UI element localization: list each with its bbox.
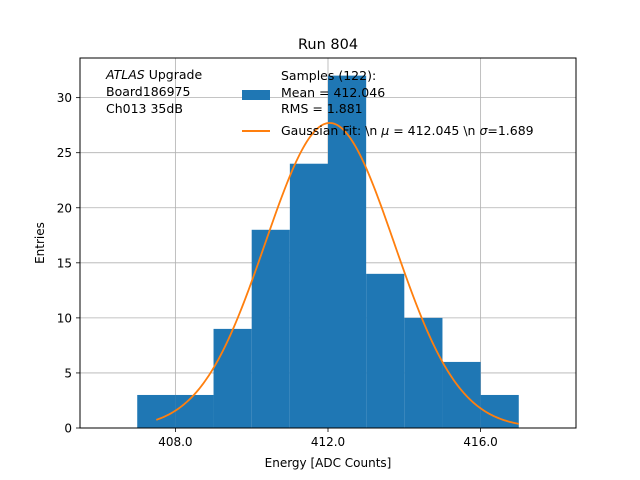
x-tick-label: 412.0 <box>311 435 345 449</box>
legend-text: Samples (122): Mean = 412.046 RMS = 1.88… <box>281 68 534 138</box>
legend-samples-line: Mean = 412.046 <box>281 85 385 100</box>
y-tick-label: 30 <box>57 91 72 105</box>
y-axis-label: Entries <box>33 222 47 264</box>
chart-title: Run 804 <box>298 37 358 53</box>
legend-gaussian-label: Gaussian Fit: \n μ = 412.045 \n σ=1.689 <box>281 123 534 138</box>
y-axis-ticks: 0 5 10 15 20 25 30 <box>57 91 80 436</box>
y-tick-label: 10 <box>57 311 72 325</box>
histogram-bar <box>213 328 252 428</box>
y-tick-label: 0 <box>64 422 72 436</box>
x-axis-label: Energy [ADC Counts] <box>265 456 392 470</box>
atlas-annotation: ATLAS Upgrade Board186975 Ch013 35dB <box>105 67 202 116</box>
gaussian-fit-curve <box>156 122 519 425</box>
y-tick-label: 5 <box>64 366 72 380</box>
annotation-line: Ch013 35dB <box>106 101 183 116</box>
annotation-line: Board186975 <box>106 84 190 99</box>
legend-samples-line: Samples (122): <box>281 68 376 83</box>
legend-patch-samples <box>242 90 270 100</box>
y-tick-label: 25 <box>57 146 72 160</box>
histogram-bar <box>289 163 328 428</box>
legend-samples-line: RMS = 1.881 <box>281 101 363 116</box>
y-tick-label: 20 <box>57 201 72 215</box>
legend: Samples (122): Mean = 412.046 RMS = 1.88… <box>242 68 534 138</box>
x-axis-ticks: 408.0 412.0 416.0 <box>158 428 498 449</box>
histogram-bar <box>175 394 214 428</box>
histogram-bar <box>251 229 290 428</box>
histogram-bar <box>366 273 405 428</box>
x-tick-label: 416.0 <box>463 435 497 449</box>
histogram-bar <box>137 394 176 428</box>
gaussian-fit-group <box>156 122 519 425</box>
histogram-bar <box>404 317 443 428</box>
x-tick-label: 408.0 <box>158 435 192 449</box>
annotation-line: ATLAS Upgrade <box>105 67 202 82</box>
y-tick-label: 15 <box>57 256 72 270</box>
